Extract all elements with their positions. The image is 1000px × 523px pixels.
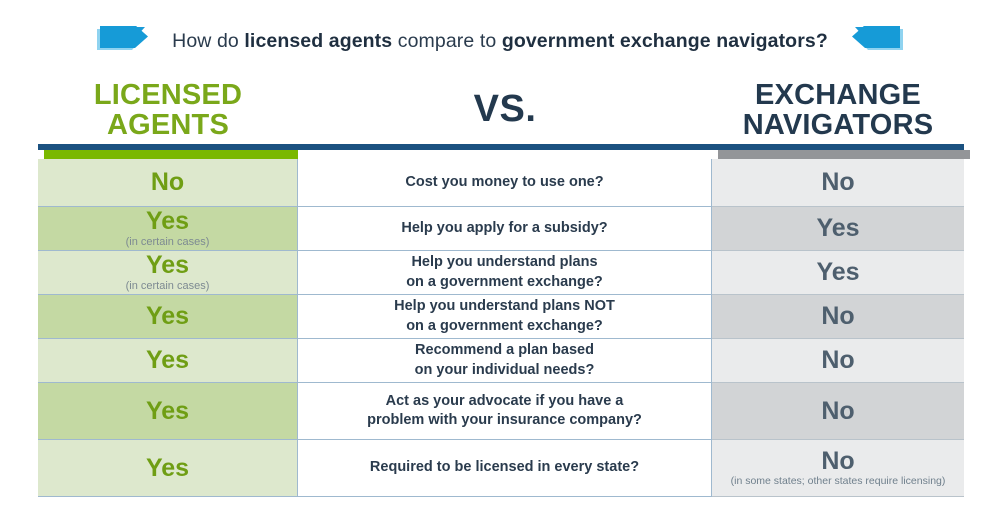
header-banner: How do licensed agents compare to govern… (0, 22, 1000, 60)
page-title: How do licensed agents compare to govern… (172, 30, 828, 53)
exchange-navigators-answer-note: (in some states; other states require li… (730, 475, 946, 488)
question-text: Help you understand plans NOT on a govern… (394, 297, 615, 335)
question-text: Help you understand plans on a government… (406, 253, 603, 291)
licensed-agents-answer: Yes (145, 346, 190, 375)
column-heading-licensed-agents-line2: AGENTS (106, 109, 230, 142)
licensed-agents-answer: Yes (145, 207, 190, 236)
licensed-agents-answer-cell: Yes (38, 440, 298, 497)
question-cell: Cost you money to use one? (298, 159, 712, 207)
exchange-navigators-answer: No (821, 302, 855, 331)
right-chevron-flag-icon (851, 26, 903, 50)
licensed-agents-answer-cell: Yes (in certain cases) (38, 251, 298, 295)
question-cell: Recommend a plan based on your individual… (298, 339, 712, 383)
licensed-agents-answer: Yes (145, 302, 190, 331)
divider-gray-accent (718, 150, 970, 159)
question-line: on a government exchange? (406, 317, 603, 334)
licensed-agents-answer: Yes (145, 453, 190, 482)
divider-navy-middle (298, 144, 712, 150)
page-title-part-2: licensed agents (244, 29, 393, 52)
exchange-navigators-answer: Yes (816, 258, 860, 287)
table-row: Yes Help you understand plans NOT on a gov… (38, 295, 964, 339)
table-row: Yes Required to be licensed in every stat… (38, 440, 964, 497)
exchange-navigators-answer: No (821, 396, 855, 425)
exchange-navigators-answer-cell: No (712, 295, 964, 339)
column-heading-licensed-agents-line1: LICENSED (93, 79, 243, 111)
exchange-navigators-answer: No (821, 346, 855, 375)
question-cell: Help you apply for a subsidy? (298, 207, 712, 251)
exchange-navigators-answer: No (821, 447, 855, 476)
column-heading-exchange-navigators-line1: EXCHANGE (755, 79, 921, 111)
exchange-navigators-answer-cell: No (712, 159, 964, 207)
question-cell: Help you understand plans on a government… (298, 251, 712, 295)
page-title-part-1: How do (172, 29, 245, 52)
question-line: problem with your insurance company? (367, 412, 642, 428)
licensed-agents-answer-cell: Yes (38, 383, 298, 440)
licensed-agents-answer-cell: Yes (in certain cases) (38, 207, 298, 251)
column-heading-exchange-navigators: EXCHANGE NAVIGATORS (712, 80, 964, 140)
question-line: Required to be licensed in every state? (369, 459, 640, 476)
question-line: on your individual needs? (414, 361, 595, 378)
table-row: Yes (in certain cases) Help you understand… (38, 251, 964, 295)
page-title-part-4: government exchange navigators? (501, 29, 828, 52)
question-cell: Help you understand plans NOT on a govern… (298, 295, 712, 339)
exchange-navigators-answer-cell: No (712, 383, 964, 440)
licensed-agents-answer: No (150, 168, 185, 197)
table-row: Yes (in certain cases) Help you apply for … (38, 207, 964, 251)
licensed-agents-answer: Yes (145, 396, 190, 425)
question-line: Recommend a plan based (415, 342, 594, 359)
column-heading-vs: VS. (473, 88, 537, 130)
table-row: Yes Act as your advocate if you have a pro… (38, 383, 964, 440)
question-cell: Act as your advocate if you have a proble… (298, 383, 712, 440)
exchange-navigators-answer-cell: No (in some states; other states require … (712, 440, 964, 497)
column-heading-exchange-navigators-line2: NAVIGATORS (742, 109, 934, 142)
licensed-agents-answer-note: (in certain cases) (125, 279, 210, 292)
exchange-navigators-answer-cell: Yes (712, 207, 964, 251)
question-line: Cost you money to use one? (405, 173, 604, 190)
licensed-agents-answer-cell: Yes (38, 295, 298, 339)
licensed-agents-answer-cell: No (38, 159, 298, 207)
question-line: Act as your advocate if you have a (385, 392, 624, 409)
question-line: Help you understand plans NOT (394, 298, 615, 315)
question-text: Recommend a plan based on your individual… (415, 341, 595, 379)
question-line: on a government exchange? (406, 273, 603, 290)
left-chevron-flag-icon (97, 26, 149, 50)
question-line: Help you apply for a subsidy? (401, 219, 608, 236)
exchange-navigators-answer: No (821, 168, 855, 197)
column-heading-licensed-agents: LICENSED AGENTS (38, 80, 298, 140)
licensed-agents-answer-note: (in certain cases) (125, 235, 210, 248)
exchange-navigators-answer-cell: No (712, 339, 964, 383)
divider-navy-right (712, 144, 964, 150)
question-text: Act as your advocate if you have a proble… (367, 392, 642, 430)
comparison-table: No Cost you money to use one? No Yes (in cer… (38, 159, 964, 497)
question-text: Required to be licensed in every state? (370, 458, 639, 477)
table-row: Yes Recommend a plan based on your individ… (38, 339, 964, 383)
column-headings: LICENSED AGENTS VS. EXCHANGE NAVIGATORS (0, 72, 1000, 142)
table-row: No Cost you money to use one? No (38, 159, 964, 207)
page-title-part-3: compare to (392, 29, 502, 52)
licensed-agents-answer-cell: Yes (38, 339, 298, 383)
question-text: Help you apply for a subsidy? (401, 219, 607, 238)
exchange-navigators-answer-cell: Yes (712, 251, 964, 295)
divider-navy-left (38, 144, 298, 150)
question-text: Cost you money to use one? (405, 173, 603, 192)
question-cell: Required to be licensed in every state? (298, 440, 712, 497)
divider-green-accent (44, 150, 298, 159)
question-line: Help you understand plans (411, 254, 598, 271)
licensed-agents-answer: Yes (145, 251, 190, 280)
exchange-navigators-answer: Yes (816, 214, 860, 243)
